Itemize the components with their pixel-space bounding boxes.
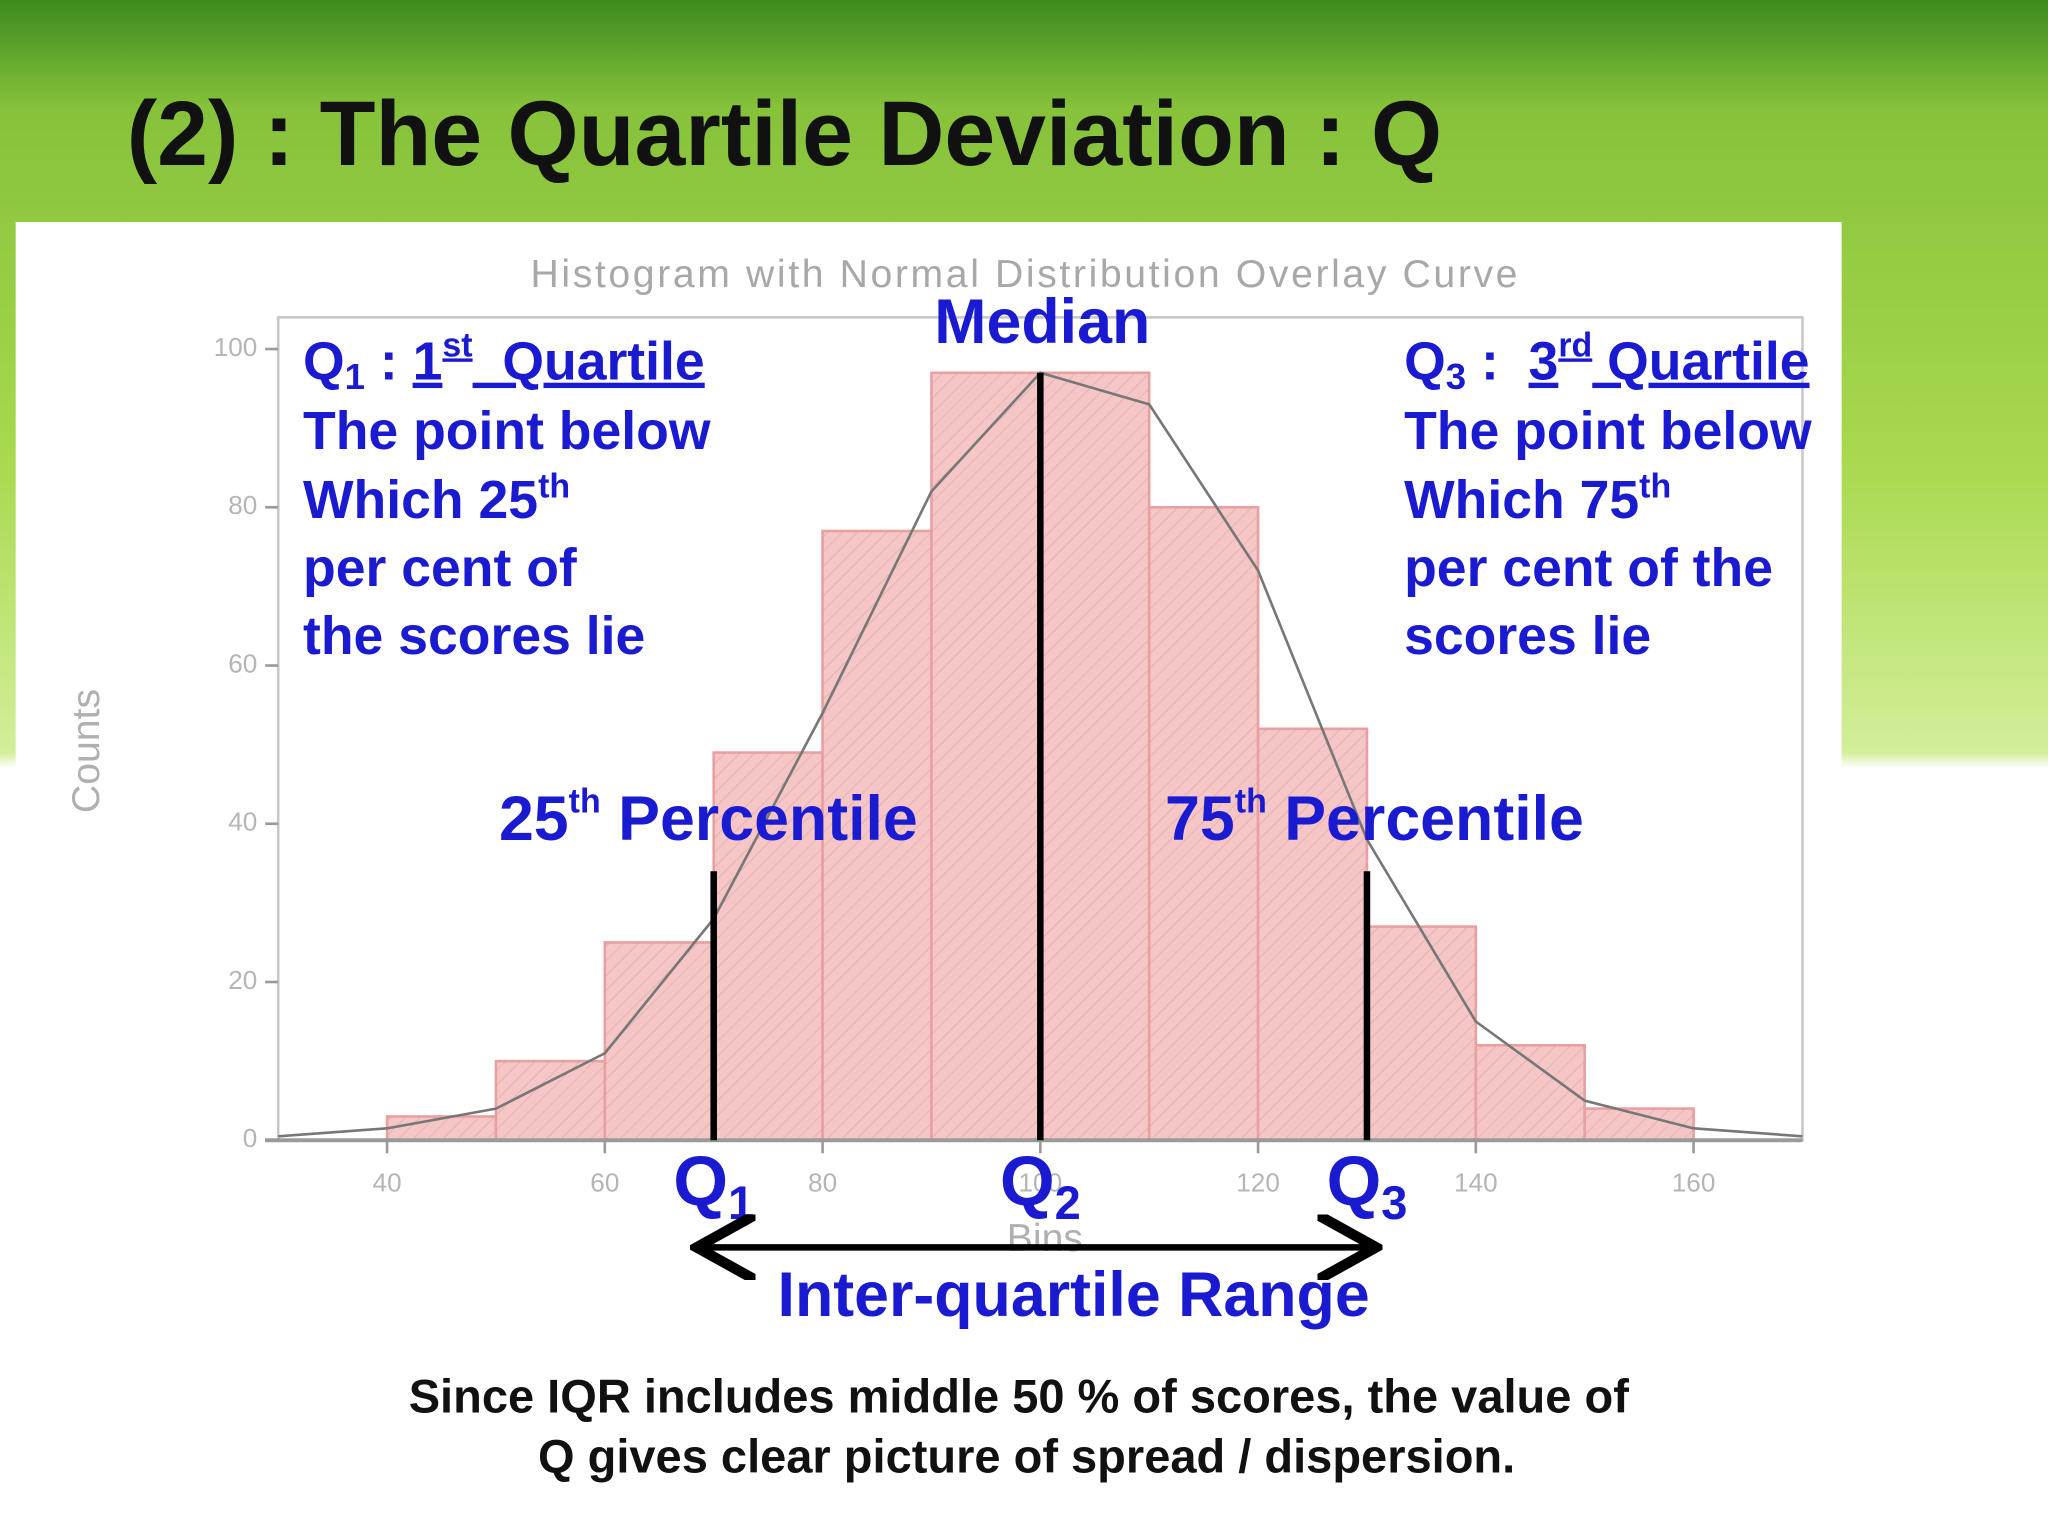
symbol: Q — [673, 1141, 728, 1220]
quartile-label: Q3 — [1326, 1141, 1407, 1230]
bar-hatch — [1040, 372, 1150, 1141]
footer-line: Since IQR includes middle 50 % of scores… — [409, 1370, 1630, 1423]
bar-hatch — [1149, 507, 1259, 1141]
y-tick-label: 20 — [228, 965, 257, 995]
ordinal-suffix: st — [442, 326, 472, 364]
q1-line: The point below — [303, 402, 711, 461]
label: Percentile — [601, 783, 918, 853]
slide-title: (2) : The Quartile Deviation : Q — [127, 83, 1442, 185]
symbol: Q — [1326, 1141, 1381, 1220]
label: Percentile — [1267, 783, 1584, 853]
ordinal: 3 — [1529, 333, 1559, 392]
x-tick-label: 140 — [1454, 1168, 1498, 1198]
bar-hatch — [822, 531, 932, 1141]
subscript: 1 — [345, 355, 365, 396]
iqr-label: Inter-quartile Range — [778, 1260, 1370, 1330]
x-tick-label: 120 — [1236, 1168, 1280, 1198]
q3-line: The point below — [1404, 402, 1812, 461]
x-tick-label: 100 — [1019, 1168, 1063, 1198]
x-tick-label: 60 — [590, 1168, 619, 1198]
bar-hatch — [1366, 926, 1476, 1141]
q3-heading: Q3 : 3rd Quartile — [1404, 326, 1809, 396]
q3-line: scores lie — [1404, 607, 1651, 666]
y-tick-label: 0 — [243, 1123, 258, 1153]
symbol: Q — [1404, 333, 1446, 392]
q1-heading: Q1 : 1st Quartile — [303, 326, 705, 396]
subscript: 1 — [728, 1176, 754, 1229]
x-tick-label: 80 — [808, 1168, 837, 1198]
q3-line: Which 75th — [1404, 467, 1671, 530]
p25-label: 25th Percentile — [499, 782, 918, 853]
line-suffix: th — [1639, 467, 1671, 505]
x-tick-label: 40 — [373, 1168, 402, 1198]
suffix: th — [569, 782, 601, 820]
bar-hatch — [387, 1116, 496, 1141]
bar-hatch — [604, 942, 714, 1141]
suffix: th — [1235, 782, 1267, 820]
heading: Quartile — [1592, 333, 1809, 392]
number: 75 — [1165, 783, 1235, 853]
histogram: Histogram with Normal Distribution Overl… — [65, 253, 1804, 1260]
q1-line: Which 25th — [303, 467, 570, 530]
ordinal: 1 — [413, 333, 443, 392]
normal-curve — [278, 371, 1803, 1138]
subscript: 2 — [1055, 1176, 1081, 1229]
footer-line: Q gives clear picture of spread / disper… — [538, 1430, 1515, 1483]
y-tick-label: 100 — [214, 332, 258, 362]
q1-line: per cent of — [303, 539, 577, 598]
line-text: Which 75 — [1404, 471, 1639, 530]
annotations: Median Q1 : 1st Quartile The point below… — [303, 287, 1812, 1330]
y-tick-label: 60 — [228, 648, 257, 678]
line-text: Which 25 — [303, 471, 538, 530]
subscript: 3 — [1446, 355, 1466, 396]
symbol: Q — [1000, 1141, 1055, 1220]
line-suffix: th — [538, 467, 570, 505]
median-label: Median — [934, 287, 1150, 357]
y-axis-label: Counts — [65, 689, 108, 813]
number: 25 — [499, 783, 569, 853]
separator: : — [365, 333, 413, 392]
bar-hatch — [931, 372, 1041, 1141]
quartile-label: Q1 — [673, 1141, 754, 1230]
ordinal-suffix: rd — [1558, 326, 1592, 364]
q1-line: the scores lie — [303, 607, 645, 666]
y-tick-label: 40 — [228, 807, 257, 837]
chart-title: Histogram with Normal Distribution Overl… — [531, 253, 1521, 296]
q3-line: per cent of the — [1404, 539, 1773, 598]
x-tick-label: 160 — [1672, 1168, 1716, 1198]
symbol: Q — [303, 333, 345, 392]
subscript: 3 — [1381, 1176, 1407, 1229]
separator: : — [1466, 333, 1528, 392]
p75-label: 75th Percentile — [1165, 782, 1584, 853]
y-tick-label: 80 — [228, 490, 257, 520]
heading: Quartile — [473, 333, 705, 392]
